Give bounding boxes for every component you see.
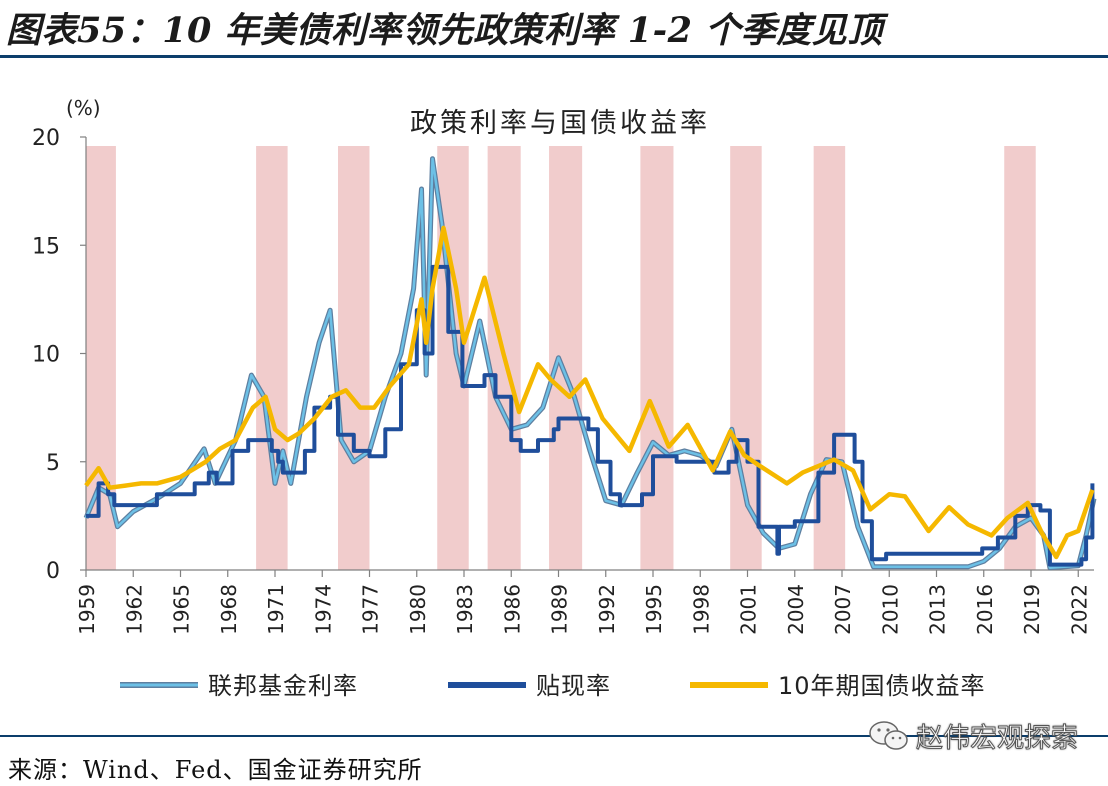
x-tick-label: 2013 bbox=[926, 584, 950, 635]
y-tick-label: 20 bbox=[32, 126, 60, 151]
shaded-period-2 bbox=[256, 146, 288, 570]
discount-rate-line bbox=[86, 264, 1095, 567]
legend-ten-year-yield-label: 10年期国债收益率 bbox=[778, 672, 986, 700]
shaded-period-7 bbox=[640, 146, 674, 570]
x-tick-label: 1998 bbox=[689, 584, 713, 635]
x-tick-label: 1962 bbox=[122, 584, 146, 635]
wechat-watermark: 赵伟宏观探索 bbox=[868, 716, 1079, 755]
x-tick-label: 1965 bbox=[170, 584, 194, 635]
x-tick-label: 1974 bbox=[311, 584, 335, 635]
fed-funds-line-outline bbox=[83, 156, 1097, 571]
x-tick-label: 1989 bbox=[548, 584, 572, 635]
ten-year-yield-line bbox=[84, 225, 1095, 560]
chart-legend: 联邦基金利率 贴现率 10年期国债收益率 bbox=[120, 672, 986, 700]
x-tick-label: 2016 bbox=[973, 584, 997, 635]
chart-axes bbox=[85, 137, 1094, 571]
figure-title: 图表55：10 年美债利率领先政策利率 1-2 个季度见顶 bbox=[6, 10, 883, 51]
x-tick-label: 2001 bbox=[737, 584, 761, 635]
series-lines bbox=[83, 156, 1097, 571]
header-divider bbox=[0, 55, 1108, 58]
y-tick-label: 15 bbox=[32, 234, 60, 259]
x-tick-label: 1995 bbox=[642, 584, 666, 635]
x-tick-label: 1986 bbox=[500, 584, 524, 635]
x-tick-label: 2019 bbox=[1020, 584, 1044, 635]
shaded-period-6 bbox=[549, 146, 583, 570]
figure-header: 图表55：10 年美债利率领先政策利率 1-2 个季度见顶 bbox=[0, 0, 1108, 58]
x-tick-label: 1968 bbox=[217, 584, 241, 635]
x-tick-label: 2004 bbox=[784, 584, 808, 635]
shaded-period-10 bbox=[1004, 146, 1036, 570]
y-tick-label: 10 bbox=[32, 343, 60, 368]
y-axis-unit-label: (%) bbox=[66, 96, 101, 120]
watermark-text: 赵伟宏观探索 bbox=[916, 723, 1079, 755]
rates-line-chart: 政策利率与国债收益率 (%) 0 5 10 15 20 1959 1962 1965 1968… bbox=[32, 96, 1097, 700]
footer-divider bbox=[0, 735, 1108, 737]
y-tick-label: 5 bbox=[46, 451, 60, 476]
source-note: 来源：Wind、Fed、国金证券研究所 bbox=[8, 756, 423, 784]
x-tick-label: 1992 bbox=[595, 584, 619, 635]
wechat-icon bbox=[869, 720, 908, 750]
x-tick-label: 2010 bbox=[878, 584, 902, 635]
x-tick-label: 1971 bbox=[264, 584, 288, 635]
x-tick-label: 2007 bbox=[831, 584, 855, 635]
y-tick-label: 0 bbox=[46, 559, 60, 584]
legend-discount-rate-label: 贴现率 bbox=[536, 672, 611, 700]
x-tick-label: 1959 bbox=[75, 584, 99, 635]
x-tick-label: 1983 bbox=[453, 584, 477, 635]
fed-funds-line bbox=[84, 157, 1096, 570]
x-tick-label: 1980 bbox=[406, 584, 430, 635]
shaded-period-3 bbox=[338, 146, 370, 570]
chart-title: 政策利率与国债收益率 bbox=[410, 108, 710, 139]
x-tick-label: 1977 bbox=[359, 584, 383, 635]
y-axis-ticks: 0 5 10 15 20 bbox=[32, 126, 86, 584]
x-tick-label: 2022 bbox=[1067, 584, 1091, 635]
legend-fed-funds-label: 联邦基金利率 bbox=[208, 672, 358, 700]
x-axis-ticks: 1959 1962 1965 1968 1971 1974 1977 1980 1983 1986… bbox=[75, 570, 1091, 635]
